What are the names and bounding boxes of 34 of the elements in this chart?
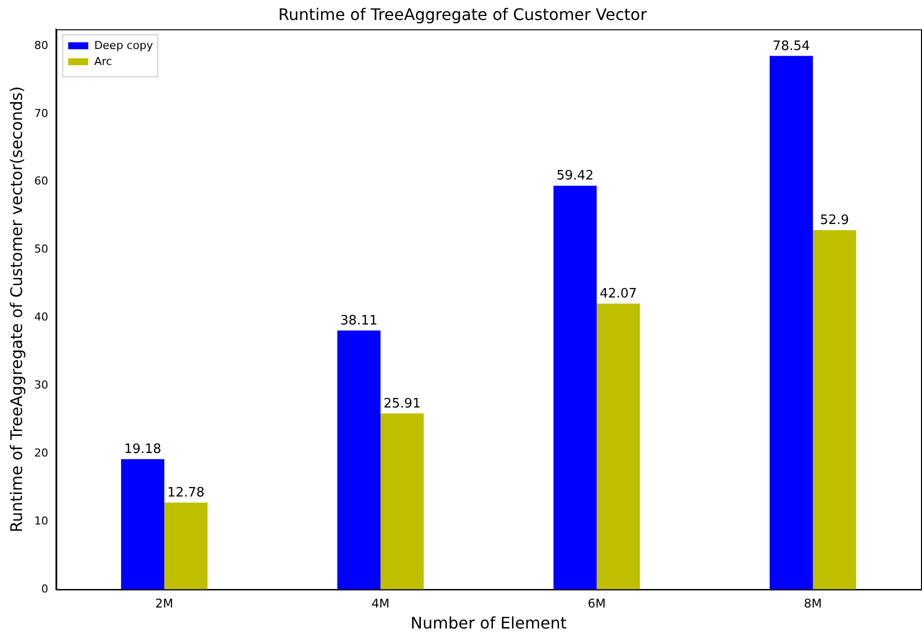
bar <box>553 186 597 590</box>
x-tick-label: 6M <box>588 596 606 611</box>
data-label: 25.91 <box>384 396 421 412</box>
chart-title: Runtime of TreeAggregate of Customer Vector <box>278 4 648 24</box>
bar <box>812 230 856 590</box>
bar <box>121 459 164 590</box>
bar <box>164 502 208 590</box>
x-tick-label: 8M <box>804 596 822 611</box>
data-label: 38.11 <box>340 313 378 328</box>
data-label: 78.54 <box>772 38 810 54</box>
y-tick-label: 10 <box>34 514 48 528</box>
y-tick-label: 20 <box>34 446 48 460</box>
y-tick-label: 30 <box>34 378 48 392</box>
x-tick-label: 2M <box>155 596 174 611</box>
y-tick-label: 0 <box>41 582 48 596</box>
y-axis-title: Runtime of TreeAggregate of Customer vector(seconds) <box>6 86 26 532</box>
bar <box>770 56 813 590</box>
data-label: 19.18 <box>124 442 162 457</box>
y-tick-label: 40 <box>34 310 48 324</box>
y-tick-label: 50 <box>34 242 48 256</box>
y-tick-label: 80 <box>34 38 48 52</box>
data-label: 52.9 <box>820 212 849 228</box>
bar <box>596 304 640 590</box>
bar <box>380 413 424 590</box>
legend-label: Deep copy <box>94 39 154 52</box>
bar <box>337 330 380 590</box>
y-tick-label: 70 <box>34 106 48 120</box>
legend-label: Arc <box>94 55 112 68</box>
x-tick-label: 4M <box>372 596 390 611</box>
data-label: 42.07 <box>600 286 637 302</box>
y-tick-label: 60 <box>34 174 48 188</box>
data-label: 12.78 <box>167 485 205 500</box>
x-axis-title: Number of Element <box>410 614 567 633</box>
data-label: 59.42 <box>556 168 594 184</box>
